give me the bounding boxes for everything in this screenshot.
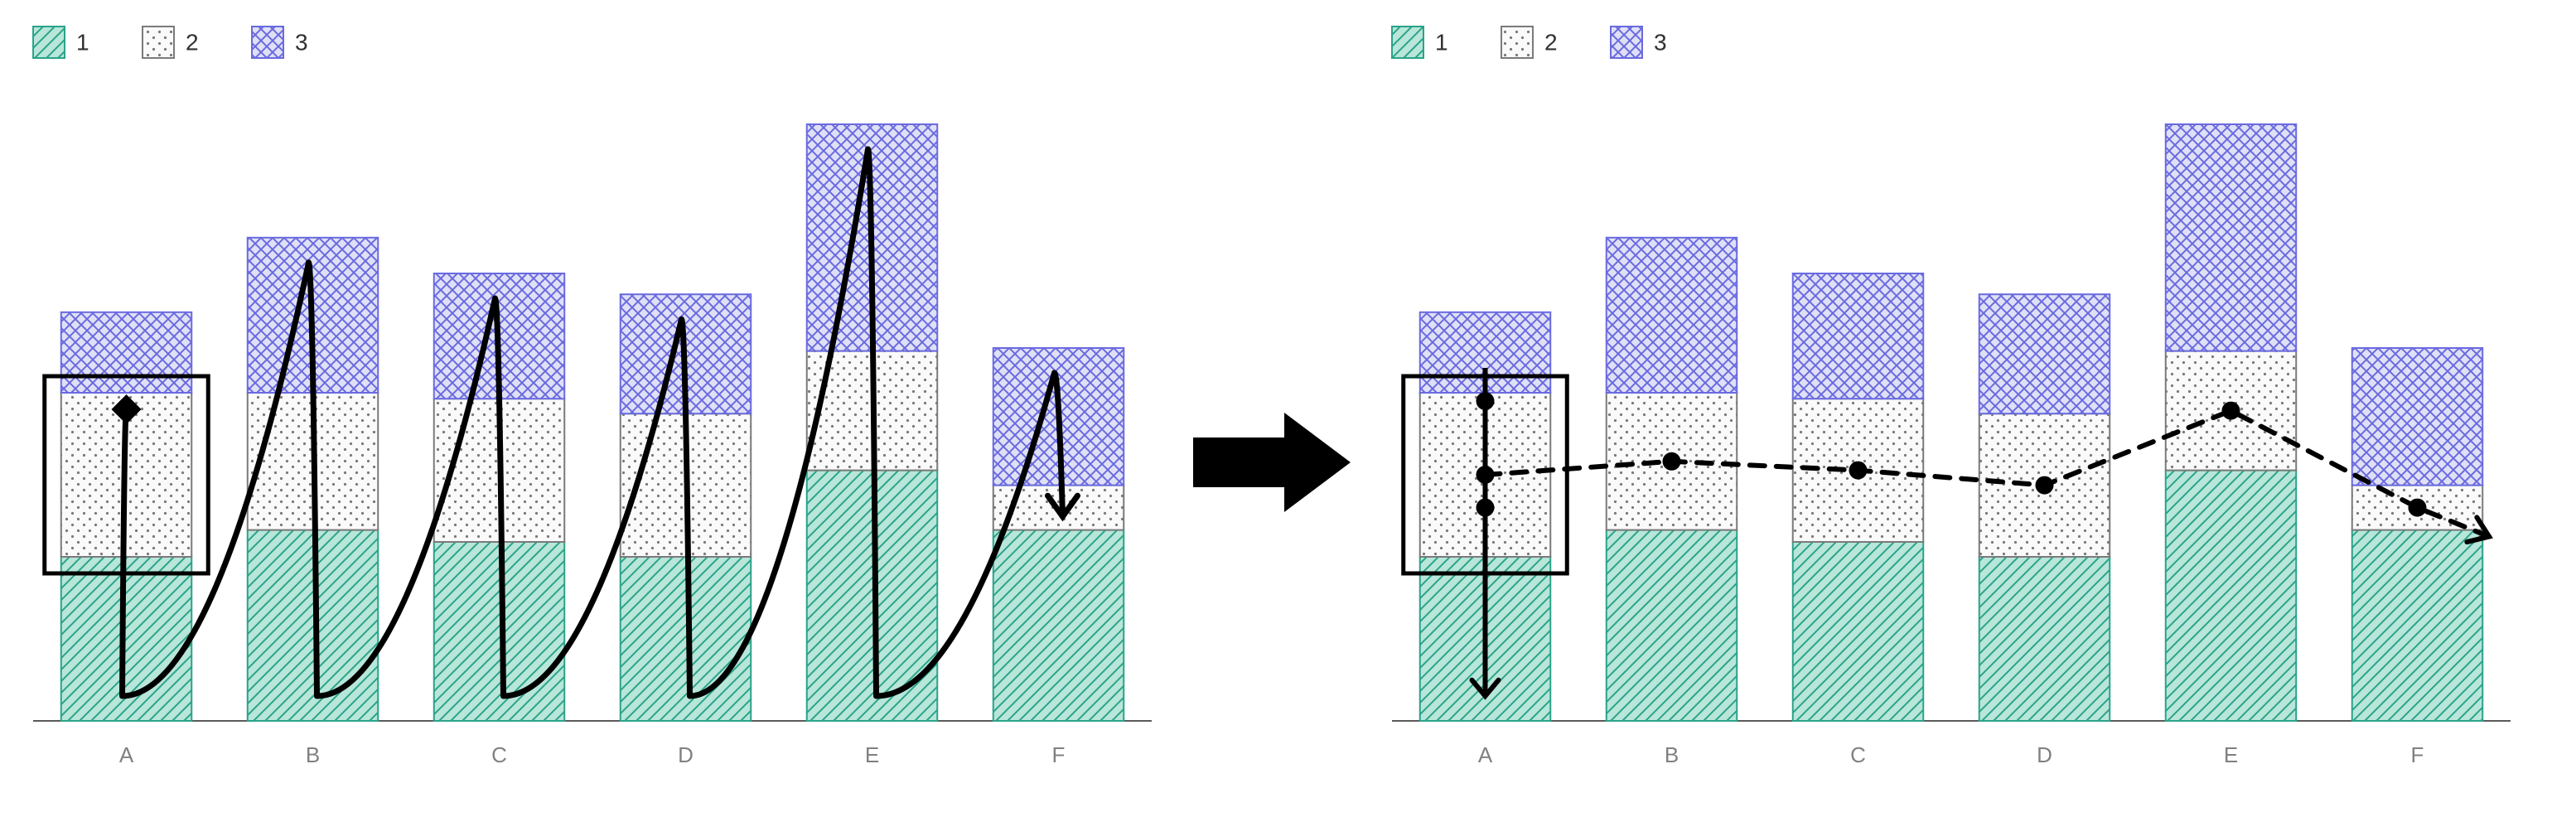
marker-dot: [1476, 392, 1495, 410]
legend-swatch-3: [1611, 27, 1642, 58]
bar-D: [1979, 294, 2110, 721]
segment-series-1: [2166, 471, 2297, 721]
x-axis-label: F: [1052, 742, 1066, 767]
segment-series-1: [1607, 530, 1737, 721]
segment-series-3: [1793, 273, 1924, 399]
marker-dot: [1849, 462, 1868, 480]
marker-dot: [1476, 499, 1495, 517]
marker-dot: [2036, 476, 2054, 495]
legend-swatch-1: [33, 27, 65, 58]
segment-series-3: [2352, 348, 2483, 486]
legend-right: 1 2 3: [1392, 27, 1667, 58]
marker-dot: [1476, 466, 1495, 484]
x-axis-label: F: [2411, 742, 2424, 767]
segment-series-1: [2352, 530, 2483, 721]
legend-label-2: 2: [1544, 30, 1558, 56]
transition-arrow-icon: [1193, 413, 1351, 512]
figure-canvas: 1 2 3 A B C D E F 1 2 3 A B C D E F: [0, 0, 2576, 817]
bar-E: [2166, 124, 2297, 721]
segment-series-3: [1607, 238, 1737, 393]
x-axis-label: E: [865, 742, 879, 767]
x-axis-label: A: [1478, 742, 1493, 767]
legend-swatch-1: [1392, 27, 1423, 58]
bar-B: [1607, 238, 1737, 721]
marker-dot: [1663, 452, 1681, 471]
marker-dot: [2222, 402, 2240, 420]
x-axis-label: C: [491, 742, 507, 767]
legend-swatch-2: [1501, 27, 1533, 58]
segment-series-3: [2166, 124, 2297, 351]
bar-chart-right: A B C D E F: [1392, 124, 2511, 767]
x-axis-label: C: [1850, 742, 1866, 767]
legend-label-1: 1: [76, 30, 89, 56]
legend-left: 1 2 3: [33, 27, 308, 58]
x-axis-label: B: [306, 742, 320, 767]
x-axis-label: D: [2037, 742, 2052, 767]
segment-series-3: [61, 312, 192, 393]
segment-series-1: [993, 530, 1124, 721]
bar-chart-left: A B C D E F: [33, 124, 1152, 767]
legend-label-3: 3: [295, 30, 308, 56]
segment-series-1: [1793, 542, 1924, 721]
x-axis-label: E: [2224, 742, 2238, 767]
legend-label-1: 1: [1435, 30, 1448, 56]
legend-swatch-3: [252, 27, 283, 58]
marker-dot: [2409, 499, 2427, 517]
segment-series-1: [1979, 557, 2110, 721]
bar-F: [2352, 348, 2483, 721]
x-axis-label: B: [1665, 742, 1679, 767]
legend-label-2: 2: [186, 30, 199, 56]
legend-swatch-2: [143, 27, 174, 58]
segment-series-3: [1979, 294, 2110, 413]
bar-C: [1793, 273, 1924, 721]
x-axis-label: D: [678, 742, 694, 767]
x-axis-label: A: [119, 742, 134, 767]
legend-label-3: 3: [1654, 30, 1667, 56]
